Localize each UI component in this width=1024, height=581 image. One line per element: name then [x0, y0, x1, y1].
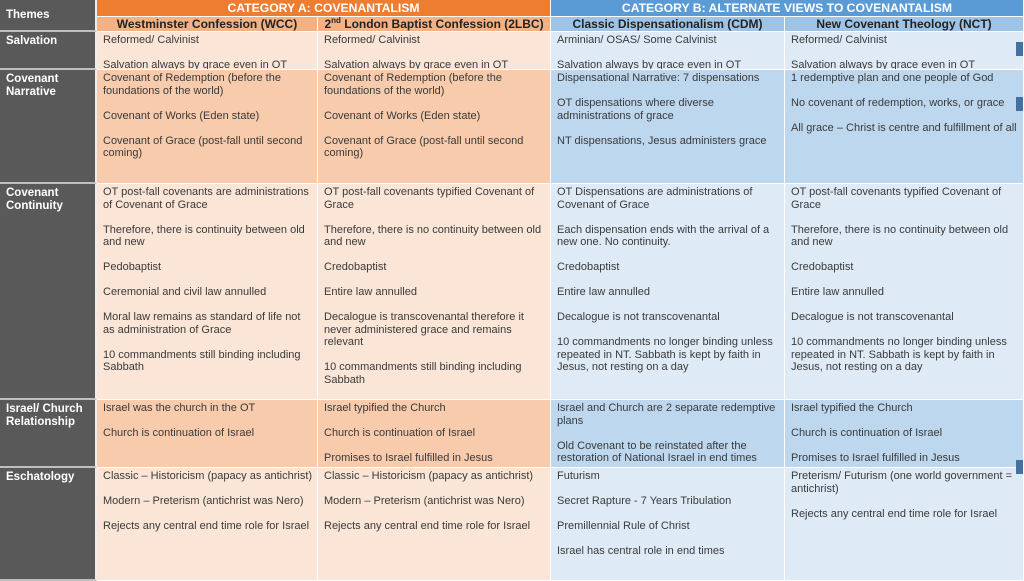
- cell-covenant-continuity-nct: OT post-fall covenants typified Covenant…: [785, 184, 1024, 400]
- column-header-2lbc: 2nd London Baptist Confession (2LBC): [318, 17, 551, 32]
- theme-eschatology: Eschatology: [0, 468, 97, 581]
- category-b-header: CATEGORY B: ALTERNATE VIEWS TO COVENANTA…: [551, 0, 1024, 17]
- cell-israel-church-2lbc: Israel typified the Church Church is con…: [318, 400, 551, 468]
- cell-salvation-cdm: Arminian/ OSAS/ Some Calvinist Salvation…: [551, 32, 785, 70]
- column-header-cdm: Classic Dispensationalism (CDM): [551, 17, 785, 32]
- cell-covenant-continuity-wcc: OT post-fall covenants are administratio…: [97, 184, 318, 400]
- cell-eschatology-nct: Preterism/ Futurism (one world governmen…: [785, 468, 1024, 581]
- themes-column-header: Themes: [0, 0, 97, 32]
- theme-israel-church-relationship: Israel/ Church Relationship: [0, 400, 97, 468]
- cell-israel-church-nct: Israel typified the Church Church is con…: [785, 400, 1024, 468]
- category-a-header: CATEGORY A: COVENANTALISM: [97, 0, 551, 17]
- theme-covenant-continuity: Covenant Continuity: [0, 184, 97, 400]
- cell-covenant-narrative-cdm: Dispensational Narrative: 7 dispensation…: [551, 70, 785, 184]
- column-header-wcc: Westminster Confession (WCC): [97, 17, 318, 32]
- cell-salvation-2lbc: Reformed/ Calvinist Salvation always by …: [318, 32, 551, 70]
- cell-eschatology-cdm: Futurism Secret Rapture - 7 Years Tribul…: [551, 468, 785, 581]
- theme-salvation: Salvation: [0, 32, 97, 70]
- column-header-nct: New Covenant Theology (NCT): [785, 17, 1024, 32]
- theme-covenant-narrative: Covenant Narrative: [0, 70, 97, 184]
- cell-covenant-narrative-2lbc: Covenant of Redemption (before the found…: [318, 70, 551, 184]
- cell-israel-church-cdm: Israel and Church are 2 separate redempt…: [551, 400, 785, 468]
- right-edge-marker: [1016, 460, 1023, 474]
- right-edge-marker: [1016, 97, 1023, 111]
- cell-eschatology-2lbc: Classic – Historicism (papacy as antichr…: [318, 468, 551, 581]
- cell-salvation-nct: Reformed/ Calvinist Salvation always by …: [785, 32, 1024, 70]
- cell-salvation-wcc: Reformed/ Calvinist Salvation always by …: [97, 32, 318, 70]
- cell-covenant-narrative-nct: 1 redemptive plan and one people of God …: [785, 70, 1024, 184]
- 2lbc-ordinal: nd: [331, 17, 341, 25]
- cell-covenant-narrative-wcc: Covenant of Redemption (before the found…: [97, 70, 318, 184]
- right-edge-marker: [1016, 42, 1023, 56]
- 2lbc-label: London Baptist Confession (2LBC): [340, 17, 544, 31]
- 2lbc-number: 2: [324, 17, 332, 31]
- cell-eschatology-wcc: Classic – Historicism (papacy as antichr…: [97, 468, 318, 581]
- cell-covenant-continuity-cdm: OT Dispensations are administrations of …: [551, 184, 785, 400]
- cell-israel-church-wcc: Israel was the church in the OT Church i…: [97, 400, 318, 468]
- cell-covenant-continuity-2lbc: OT post-fall covenants typified Covenant…: [318, 184, 551, 400]
